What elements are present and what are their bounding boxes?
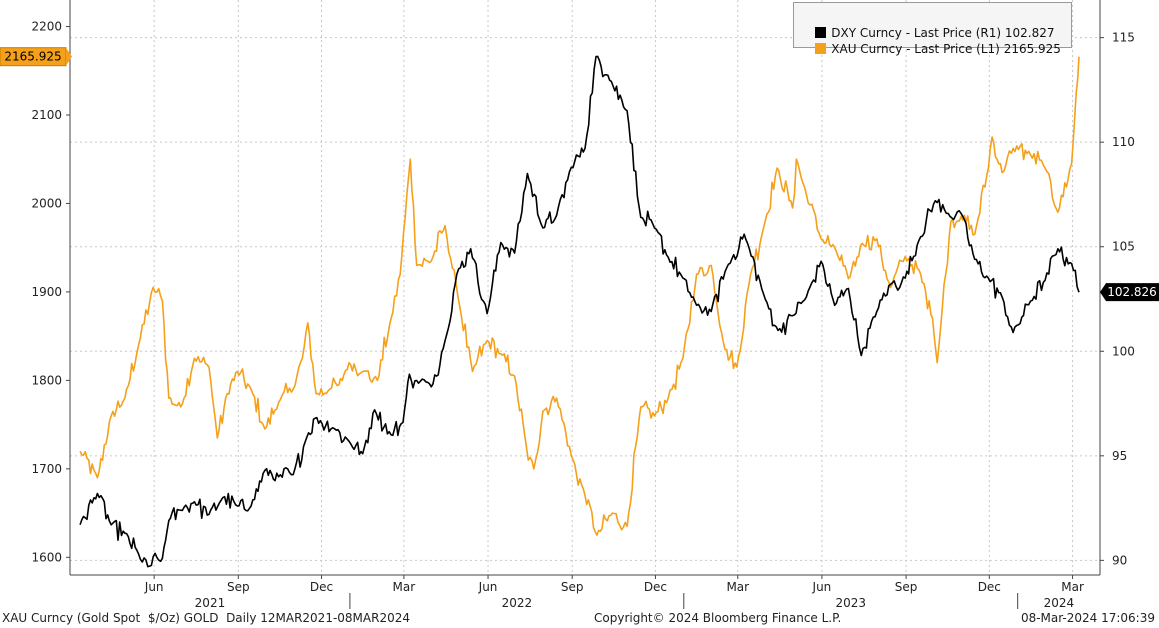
left-y-axis: 1600 1700 1800 1900 2000 2100 2200 [31, 20, 70, 564]
left-tick-label: 2000 [31, 196, 62, 210]
x-year-label: 2024 [1044, 596, 1075, 610]
x-year-label: 2022 [502, 596, 533, 610]
left-tick-label: 2200 [31, 20, 62, 34]
right-last-price-label: 102.826 [1107, 285, 1157, 299]
legend: DXY Curncy - Last Price (R1) 102.827 XAU… [793, 2, 1072, 56]
x-month-label: Jun [478, 580, 498, 594]
x-month-label: Mar [726, 580, 749, 594]
series-line-dxy [79, 55, 1080, 568]
legend-value-xau: 2165.925 [1003, 42, 1061, 56]
x-month-label: Jun [144, 580, 164, 594]
right-tick-label: 95 [1112, 449, 1127, 463]
right-tick-label: 115 [1112, 31, 1135, 45]
footer-copyright: Copyright© 2024 Bloomberg Finance L.P. [594, 611, 842, 625]
x-month-label: Dec [644, 580, 667, 594]
legend-entry-xau: XAU Curncy - Last Price (L1) 2165.925 [800, 25, 1061, 56]
footer-timestamp: 08-Mar-2024 17:06:39 [1020, 611, 1155, 625]
x-month-label: Dec [978, 580, 1001, 594]
right-tick-label: 110 [1112, 135, 1135, 149]
left-last-price-label: 2165.925 [4, 50, 61, 64]
legend-entry-dxy: DXY Curncy - Last Price (R1) 102.827 [800, 9, 1055, 40]
legend-swatch-dxy [815, 27, 827, 38]
plot-frame [69, 0, 1101, 576]
right-y-axis: 90 95 100 105 110 115 [1100, 31, 1135, 567]
last-price-badges: 2165.925 102.826 [0, 47, 1159, 302]
x-month-label: Sep [561, 580, 584, 594]
x-month-label: Sep [227, 580, 250, 594]
series-line-xau [79, 56, 1080, 536]
x-year-label: 2021 [195, 596, 226, 610]
right-tick-label: 105 [1112, 240, 1135, 254]
left-tick-label: 2100 [31, 108, 62, 122]
x-month-label: Dec [310, 580, 333, 594]
gridlines [70, 0, 1100, 575]
right-tick-label: 90 [1112, 553, 1127, 567]
left-tick-label: 1900 [31, 285, 62, 299]
left-tick-label: 1600 [31, 550, 62, 564]
series-layer [79, 55, 1080, 568]
x-month-label: Jun [812, 580, 832, 594]
x-month-label: Mar [1061, 580, 1084, 594]
legend-value-dxy: 102.827 [1004, 26, 1055, 40]
right-last-price-badge [1100, 283, 1159, 302]
x-month-label: Mar [393, 580, 416, 594]
legend-label-xau: XAU Curncy - Last Price (L1) [831, 42, 1000, 56]
right-tick-label: 100 [1112, 344, 1135, 358]
x-axis: Jun Sep Dec Mar Jun Sep Dec Mar Jun Sep Dec Mar 2021… [144, 575, 1084, 610]
legend-label-dxy: DXY Curncy - Last Price (R1) [831, 26, 1002, 40]
legend-swatch-xau [815, 43, 827, 54]
footer-security-info: XAU Curncy (Gold Spot $/Oz) GOLD Daily 1… [2, 611, 410, 625]
left-tick-label: 1700 [31, 462, 62, 476]
x-year-label: 2023 [835, 596, 866, 610]
left-tick-label: 1800 [31, 373, 62, 387]
x-month-label: Sep [895, 580, 918, 594]
left-badge-pointer [66, 47, 72, 66]
